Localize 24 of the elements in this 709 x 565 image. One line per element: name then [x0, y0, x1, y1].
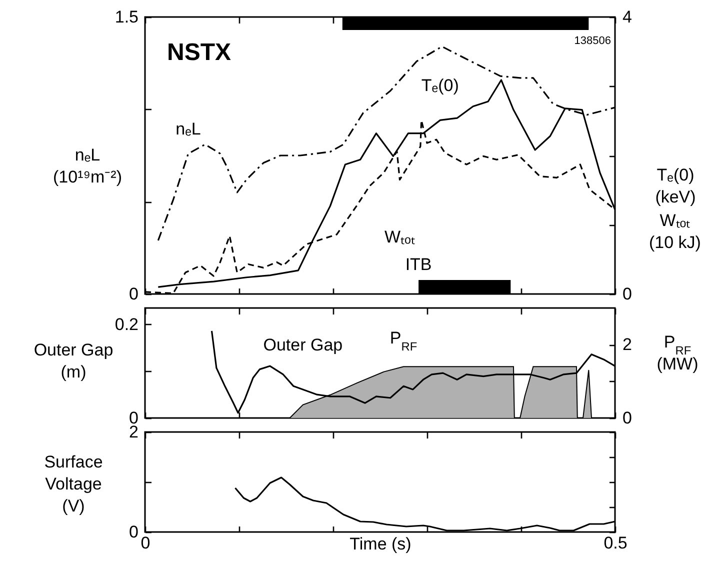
- series-label: Outer Gap: [263, 335, 343, 354]
- y2-axis-title: Tₑ(0) (keV): [655, 166, 696, 206]
- text: Wₜₒₜ (10 kJ): [649, 211, 701, 252]
- y2-axis-title: P$_{RF}$ (MW): [656, 332, 698, 374]
- y-tick-label: 1.5: [114, 8, 138, 26]
- text: Wₜₒₜ: [384, 228, 415, 247]
- band-label: ITB: [405, 255, 432, 274]
- annotation: NSTX: [167, 39, 232, 66]
- y2-tick-label: 0: [622, 408, 632, 428]
- y-tick-label: 2: [129, 422, 138, 442]
- series-label: nₑL: [176, 120, 201, 139]
- y-tick-label: 0: [129, 284, 138, 304]
- y-axis-title: Outer Gap (m): [34, 340, 114, 382]
- x-tick-label: 0.5: [604, 534, 628, 552]
- y2-tick-label: 0: [622, 284, 632, 304]
- y-axis-title: nₑL (10¹⁹m⁻²): [53, 146, 122, 186]
- y-tick-label: 0.2: [114, 314, 138, 334]
- legend-label: P$_{RF}$: [390, 328, 418, 354]
- y2-tick-label: 4: [622, 8, 632, 26]
- series-label: Tₑ(0): [421, 76, 459, 96]
- y-axis-title: Surface Voltage (V): [44, 452, 103, 516]
- y2-tick-label: 2: [622, 335, 632, 354]
- x-axis-title: Time (s): [350, 534, 412, 554]
- annotation: 138506: [574, 35, 611, 47]
